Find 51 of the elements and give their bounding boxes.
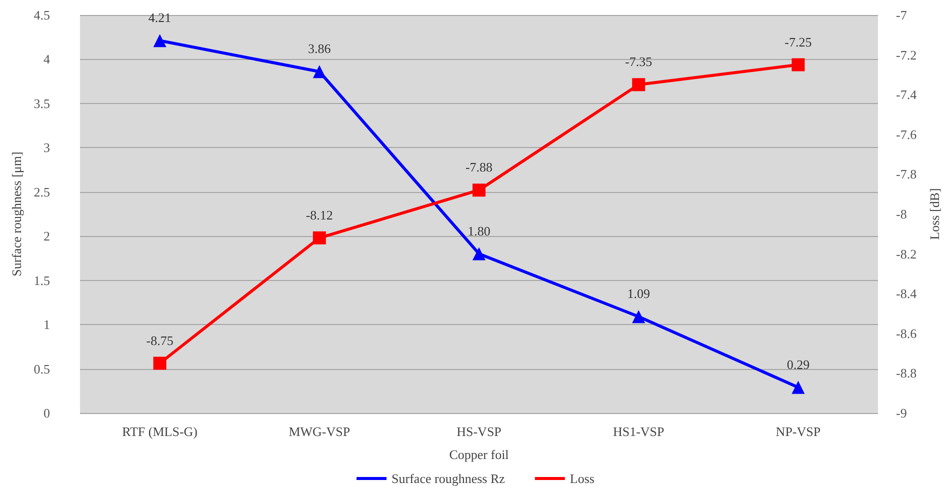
point (312, 65, 326, 78)
y-tick-label: 0.5 (34, 361, 50, 376)
x-tick-label: RTF (MLS-G) (122, 424, 198, 439)
x-tick-label: HS1-VSP (612, 424, 664, 439)
y-tick-label: 1.5 (34, 272, 50, 288)
x-tick-label: NP-VSP (776, 424, 821, 439)
x-axis-title: Copper foil (449, 447, 510, 462)
data-label: -7.88 (465, 160, 493, 175)
y2-tick-label: -8.8 (896, 366, 917, 381)
point (632, 78, 646, 92)
y2-tick-label: -8.2 (896, 246, 917, 262)
data-label: 4.21 (148, 10, 172, 26)
y2-tick-label: -7 (896, 8, 908, 22)
point (632, 310, 646, 324)
y2-axis-title: Loss [dB] (927, 188, 942, 240)
y-tick-label: 0 (44, 406, 50, 420)
y-tick-label: 3 (44, 140, 50, 156)
x-tick-label: MWG-VSP (288, 424, 350, 439)
point (153, 34, 166, 48)
y-tick-label: 4.5 (34, 8, 50, 22)
point (472, 184, 486, 197)
y2-tick-label: -8.4 (896, 286, 918, 302)
y-tick-label: 1 (44, 317, 50, 332)
legend-label: Loss (570, 471, 594, 486)
point (472, 247, 486, 260)
data-label: -8.12 (306, 207, 333, 222)
y2-tick-label: -9 (896, 406, 907, 420)
data-label: -7.35 (625, 54, 652, 70)
y-tick-label: 3.5 (34, 96, 50, 111)
y2-tick-label: -7.4 (896, 87, 918, 102)
data-label: -7.25 (784, 34, 812, 50)
data-label: -8.75 (146, 332, 174, 348)
data-label: 1.80 (468, 223, 490, 238)
data-label: 3.86 (308, 41, 332, 56)
point (153, 356, 166, 370)
data-label: 0.29 (786, 356, 810, 372)
y2-tick-label: -8 (896, 206, 907, 222)
data-label: 1.09 (627, 286, 650, 302)
y2-tick-label: -7.8 (896, 166, 917, 182)
y2-tick-label: -8.6 (896, 326, 918, 341)
y-axis-title: Surface roughness [μm] (8, 152, 24, 276)
point (792, 380, 805, 394)
x-tick-label: HS-VSP (456, 424, 502, 439)
y2-tick-label: -7.2 (896, 47, 917, 62)
legend-label: Surface roughness Rz (392, 471, 506, 486)
y-tick-label: 2.5 (34, 184, 50, 200)
y-tick-label: 4 (44, 52, 50, 67)
y2-tick-label: -7.6 (896, 126, 918, 142)
point (792, 58, 805, 72)
y-tick-label: 2 (44, 228, 50, 244)
point (312, 231, 326, 244)
